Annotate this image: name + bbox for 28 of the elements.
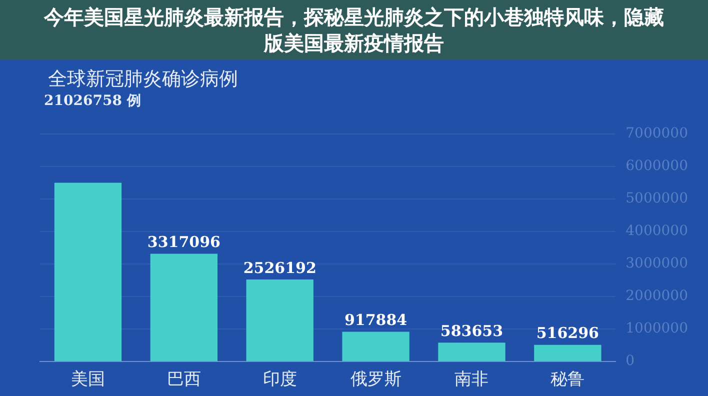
bar	[342, 332, 410, 362]
x-tick-label: 秘鲁	[550, 369, 585, 388]
y-tick-label: 5000000	[626, 190, 688, 207]
x-tick-label: 美国	[70, 369, 105, 388]
bar	[534, 344, 602, 362]
bar	[246, 279, 314, 362]
text: 今年美国星光肺炎最新报告，探秘星光肺炎之下的小巷独特风味，隐藏版美国最新疫情报告	[0, 0, 708, 60]
chart-title: 全球新冠肺炎确诊病例	[47, 67, 239, 90]
x-tick-label: 印度	[262, 369, 297, 388]
data-label: 2526192	[243, 258, 316, 277]
y-tick-label: 0	[626, 353, 635, 370]
y-tick-label: 6000000	[626, 158, 688, 174]
y-tick-label: 3000000	[626, 256, 688, 272]
data-label: 3317096	[147, 233, 220, 252]
bar	[54, 182, 122, 362]
data-label: 516296	[536, 324, 599, 342]
bar	[438, 342, 506, 362]
x-tick-label: 巴西	[166, 369, 201, 388]
x-tick-label: 俄罗斯	[350, 369, 402, 388]
x-tick-label: 南非	[454, 369, 489, 388]
y-tick-label: 1000000	[626, 320, 688, 337]
data-label: 583653	[440, 322, 504, 340]
bar	[150, 254, 218, 362]
y-tick-label: 4000000	[626, 223, 688, 240]
y-tick-label: 7000000	[626, 126, 688, 142]
data-label: 917884	[344, 311, 408, 330]
y-tick-label: 2000000	[626, 288, 688, 304]
chart-subtitle: 21026758 例	[43, 92, 142, 110]
